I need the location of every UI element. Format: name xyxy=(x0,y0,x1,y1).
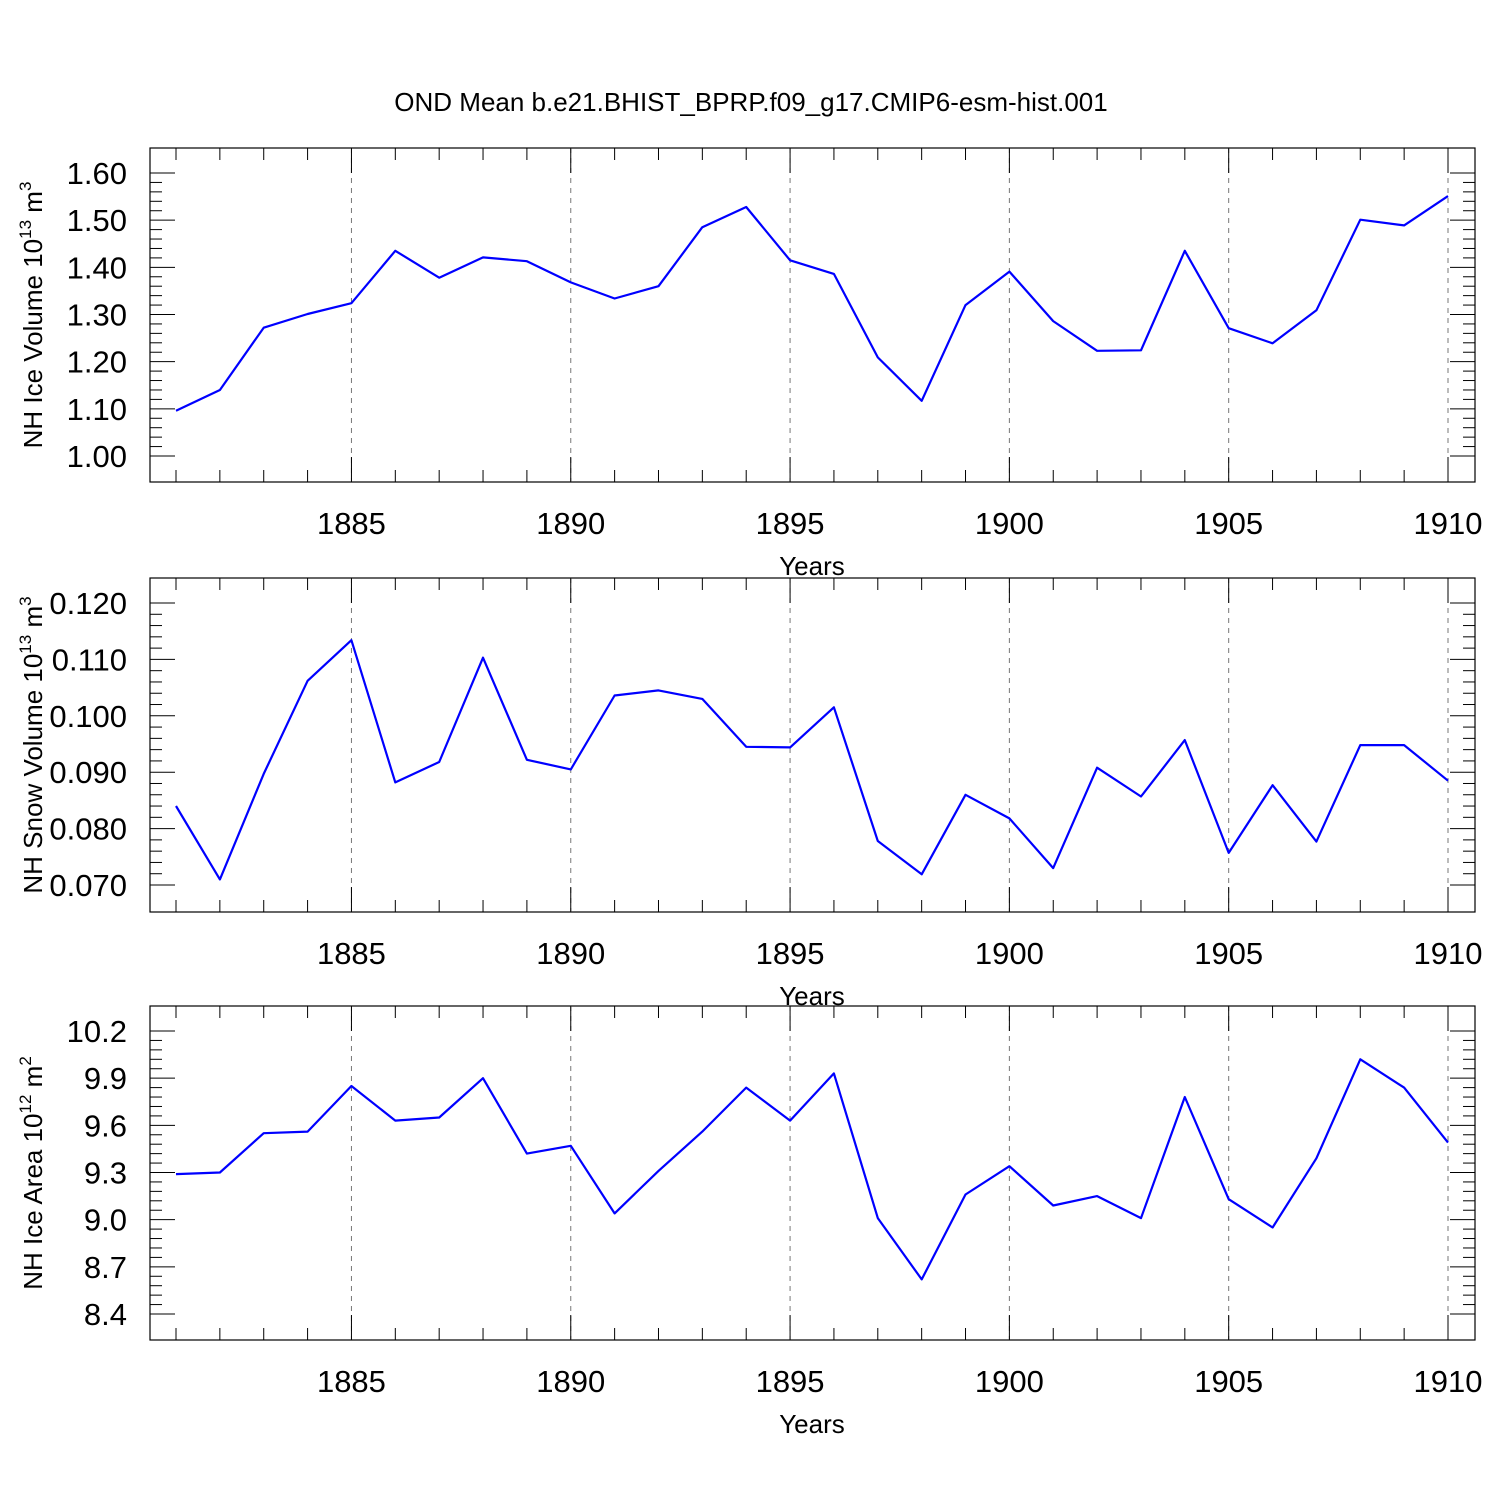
y-tick-label: 1.20 xyxy=(67,345,127,380)
y-tick-label: 1.10 xyxy=(67,392,127,427)
y-tick-label: 9.9 xyxy=(84,1061,127,1096)
figure-title: OND Mean b.e21.BHIST_BPRP.f09_g17.CMIP6-… xyxy=(394,87,1107,117)
chart-panel-2: 0.070 0.080 0.090 0.100 0.110 0.120 1885 1890 18… xyxy=(16,577,1483,1011)
y-tick-label: 0.070 xyxy=(49,868,127,903)
chart-panels: 1.00 1.10 1.20 1.30 1.40 1.50 1.60 1885 1890 1895… xyxy=(16,147,1483,1439)
x-tick-label: 1905 xyxy=(1194,506,1263,541)
plot-frame xyxy=(149,1005,1476,1341)
x-tick-label: 1885 xyxy=(317,1364,386,1399)
y-tick-label: 10.2 xyxy=(67,1014,127,1049)
x-tick-label: 1910 xyxy=(1414,1364,1483,1399)
y-axis-label: NH Snow Volume 1013 m3 xyxy=(16,596,48,893)
y-tick-label: 8.4 xyxy=(84,1297,127,1332)
series-line xyxy=(175,195,1449,412)
x-tick-label: 1910 xyxy=(1414,936,1483,971)
series-line xyxy=(175,639,1449,881)
x-tick-label: 1900 xyxy=(975,1364,1044,1399)
x-tick-label: 1890 xyxy=(536,936,605,971)
x-axis-label: Years xyxy=(779,551,845,581)
y-tick-label: 9.0 xyxy=(84,1203,127,1238)
y-tick-label: 0.100 xyxy=(49,699,127,734)
y-axis-label: NH Ice Area 1012 m2 xyxy=(16,1056,48,1290)
y-tick-label: 0.120 xyxy=(49,586,127,621)
x-tick-label: 1905 xyxy=(1194,936,1263,971)
x-axis-label: Years xyxy=(779,1409,845,1439)
y-tick-label: 1.00 xyxy=(67,439,127,474)
plot-frame xyxy=(149,147,1476,483)
plot-frame xyxy=(149,577,1476,913)
y-tick-label: 1.30 xyxy=(67,298,127,333)
y-tick-label: 1.60 xyxy=(67,156,127,191)
x-tick-label: 1895 xyxy=(756,1364,825,1399)
y-tick-label: 8.7 xyxy=(84,1250,127,1285)
chart-panel-3: 8.4 8.7 9.0 9.3 9.6 9.9 10.2 1885 1890 1895 1900 19… xyxy=(16,1005,1483,1439)
chart-panel-1: 1.00 1.10 1.20 1.30 1.40 1.50 1.60 1885 1890 1895… xyxy=(16,147,1483,581)
y-axis-label: NH Ice Volume 1013 m3 xyxy=(16,182,48,449)
y-tick-label: 1.50 xyxy=(67,203,127,238)
x-tick-label: 1890 xyxy=(536,1364,605,1399)
y-tick-label: 9.6 xyxy=(84,1108,127,1143)
series-line xyxy=(175,1058,1449,1281)
y-tick-label: 9.3 xyxy=(84,1156,127,1191)
x-tick-label: 1900 xyxy=(975,936,1044,971)
x-tick-label: 1885 xyxy=(317,936,386,971)
x-tick-label: 1900 xyxy=(975,506,1044,541)
y-tick-label: 0.090 xyxy=(49,755,127,790)
y-tick-label: 0.110 xyxy=(52,642,127,677)
x-tick-label: 1895 xyxy=(756,506,825,541)
y-tick-label: 1.40 xyxy=(67,250,127,285)
x-tick-label: 1895 xyxy=(756,936,825,971)
y-tick-label: 0.080 xyxy=(49,812,127,847)
x-tick-label: 1890 xyxy=(536,506,605,541)
x-tick-label: 1885 xyxy=(317,506,386,541)
x-tick-label: 1910 xyxy=(1414,506,1483,541)
x-tick-label: 1905 xyxy=(1194,1364,1263,1399)
